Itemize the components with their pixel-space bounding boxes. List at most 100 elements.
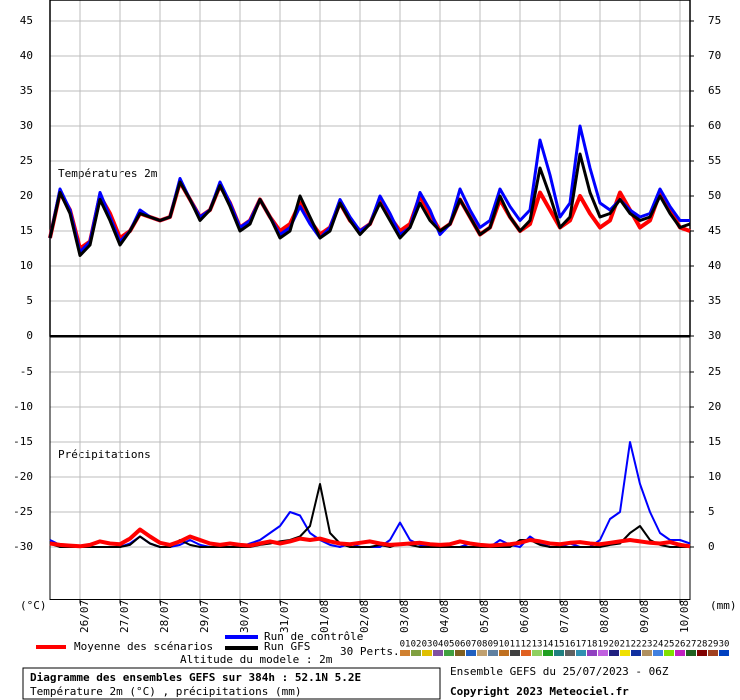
y2-tick-label: 40: [708, 259, 721, 272]
perturbation-swatch: [609, 650, 619, 656]
perturbation-label: 16: [565, 640, 576, 650]
x-tick-label: 07/08: [558, 600, 571, 633]
x-tick-label: 06/08: [518, 600, 531, 633]
y2-tick-label: 65: [708, 84, 721, 97]
perturbation-swatch: [686, 650, 696, 656]
perturbation-swatch: [598, 650, 608, 656]
x-tick-label: 02/08: [358, 600, 371, 633]
y2-axis-label: (mm): [710, 599, 737, 612]
perturbation-swatch: [620, 650, 630, 656]
x-tick-label: 26/07: [78, 600, 91, 633]
run-info: Ensemble GEFS du 25/07/2023 - 06Z: [450, 665, 669, 678]
perturbation-swatch: [488, 650, 498, 656]
perturbation-swatch: [543, 650, 553, 656]
y2-tick-label: 0: [708, 540, 715, 553]
perturbation-label: 18: [587, 640, 598, 650]
y2-tick-label: 15: [708, 435, 721, 448]
y-tick-label: 15: [20, 224, 33, 237]
y-tick-label: 45: [20, 14, 33, 27]
y-tick-label: 35: [20, 84, 33, 97]
perturbation-swatch: [477, 650, 487, 656]
perturbation-label: 02: [411, 640, 422, 650]
perturbation-swatch: [565, 650, 575, 656]
y-tick-label: 30: [20, 119, 33, 132]
perturbation-label: 06: [455, 640, 466, 650]
legend-label: 30 Perts.: [340, 645, 400, 658]
y-tick-label: 20: [20, 189, 33, 202]
altitude-note: Altitude du modele : 2m: [180, 653, 333, 666]
perturbation-label: 27: [686, 640, 697, 650]
perturbation-swatch: [664, 650, 674, 656]
perturbation-label: 10: [499, 640, 510, 650]
y2-tick-label: 10: [708, 470, 721, 483]
y-tick-label: 0: [26, 329, 33, 342]
perturbation-swatch: [697, 650, 707, 656]
y2-tick-label: 35: [708, 294, 721, 307]
legend-label: Run de contrôle: [264, 630, 363, 643]
y2-tick-label: 25: [708, 365, 721, 378]
perturbation-swatch: [444, 650, 454, 656]
x-tick-label: 03/08: [398, 600, 411, 633]
perturbation-label: 04: [433, 640, 444, 650]
perturbation-label: 26: [675, 640, 686, 650]
y-tick-label: -20: [13, 470, 33, 483]
series-line: [49, 483, 690, 548]
perturbation-label: 21: [620, 640, 631, 650]
perturbation-swatch: [532, 650, 542, 656]
perturbation-swatch: [499, 650, 509, 656]
perturbation-swatch: [433, 650, 443, 656]
series-line: [48, 152, 691, 257]
perturbation-label: 23: [642, 640, 653, 650]
perturbation-swatch: [400, 650, 410, 656]
y-tick-label: -15: [13, 435, 33, 448]
perturbation-label: 05: [444, 640, 455, 650]
x-tick-label: 04/08: [438, 600, 451, 633]
perturbation-swatch: [521, 650, 531, 656]
perturbation-swatch: [455, 650, 465, 656]
y-tick-label: 40: [20, 49, 33, 62]
panel-title: Précipitations: [58, 448, 151, 461]
perturbation-label: 07: [466, 640, 477, 650]
y-tick-label: 25: [20, 154, 33, 167]
perturbation-swatch: [642, 650, 652, 656]
y-tick-label: -30: [13, 540, 33, 553]
footer-subtitle: Température 2m (°C) , précipitations (mm…: [30, 685, 302, 698]
x-tick-label: 27/07: [118, 600, 131, 633]
perturbation-label: 28: [697, 640, 708, 650]
y2-tick-label: 30: [708, 329, 721, 342]
x-tick-label: 01/08: [318, 600, 331, 633]
x-tick-label: 30/07: [238, 600, 251, 633]
panel-title: Températures 2m: [58, 167, 158, 180]
series-line: [49, 527, 691, 549]
copyright: Copyright 2023 Meteociel.fr: [450, 685, 629, 698]
perturbation-swatch: [411, 650, 421, 656]
perturbation-label: 14: [543, 640, 554, 650]
perturbation-swatch: [719, 650, 729, 656]
perturbation-label: 25: [664, 640, 675, 650]
x-tick-label: 29/07: [198, 600, 211, 633]
y2-tick-label: 70: [708, 49, 721, 62]
legend-label: Moyenne des scénarios: [74, 640, 213, 653]
y-tick-label: -25: [13, 505, 33, 518]
perturbation-swatch: [631, 650, 641, 656]
perturbation-label: 03: [422, 640, 433, 650]
x-tick-label: 08/08: [598, 600, 611, 633]
perturbation-swatch: [587, 650, 597, 656]
perturbation-swatch: [466, 650, 476, 656]
x-tick-label: 28/07: [158, 600, 171, 633]
perturbation-label: 01: [400, 640, 411, 650]
perturbation-swatch: [653, 650, 663, 656]
y-tick-label: 5: [26, 294, 33, 307]
y-tick-label: -5: [20, 365, 33, 378]
y2-tick-label: 5: [708, 505, 715, 518]
x-tick-label: 09/08: [638, 600, 651, 633]
perturbation-label: 19: [598, 640, 609, 650]
footer-box: [22, 667, 441, 700]
y2-tick-label: 75: [708, 14, 721, 27]
perturbation-label: 12: [521, 640, 532, 650]
perturbation-label: 08: [477, 640, 488, 650]
perturbation-label: 09: [488, 640, 499, 650]
perturbation-label: 29: [708, 640, 719, 650]
y2-tick-label: 55: [708, 154, 721, 167]
